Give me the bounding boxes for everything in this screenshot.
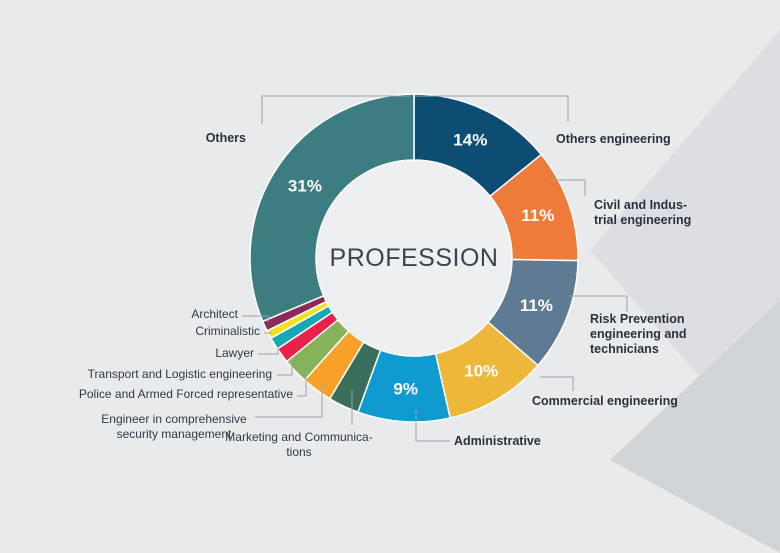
- leader-line: [258, 348, 279, 355]
- slice-category-label: Police and Armed Forced representative: [79, 387, 293, 401]
- donut-hole: [317, 161, 511, 355]
- leader-line: [570, 295, 628, 312]
- slice-category-label: Architect: [191, 307, 238, 321]
- slice-category-label: Transport and Logistic engineering: [88, 367, 272, 381]
- background-decoration-dark: [610, 300, 780, 553]
- slice-category-label: Civil and Indus-trial engineering: [594, 198, 691, 227]
- slice-percent-label: 11%: [521, 206, 554, 225]
- slice-category-label: Others: [206, 131, 246, 145]
- leader-line: [261, 95, 410, 124]
- pie-slice: [249, 93, 415, 323]
- slice-category-label: Engineer in comprehensive security manage…: [101, 412, 247, 441]
- leader-line: [297, 372, 307, 397]
- leader-line: [540, 376, 574, 391]
- slice-category-label: Risk Prevention engineering and technician…: [590, 312, 687, 356]
- slice-percent-label: 31%: [288, 176, 322, 195]
- slice-percent-label: 11%: [520, 296, 553, 315]
- slice-category-label: Commercial engineering: [532, 394, 678, 408]
- slice-category-label: Marketing and Communica-tions: [225, 430, 372, 459]
- leader-line: [277, 361, 293, 376]
- slice-category-label: Criminalistic: [195, 324, 260, 338]
- leader-line: [255, 382, 323, 418]
- slice-category-label: Others engineering: [556, 132, 671, 146]
- leader-line: [242, 315, 269, 322]
- slice-percent-label: 10%: [464, 361, 498, 380]
- leader-line: [550, 179, 586, 196]
- leader-line: [415, 410, 450, 442]
- leader-line: [415, 95, 569, 122]
- chart-title: PROFESSION: [330, 244, 499, 272]
- slice-category-label: Administrative: [454, 434, 541, 448]
- slice-percent-label: 9%: [393, 380, 418, 399]
- slice-category-label: Lawyer: [215, 346, 254, 360]
- slice-percent-label: 14%: [453, 131, 487, 150]
